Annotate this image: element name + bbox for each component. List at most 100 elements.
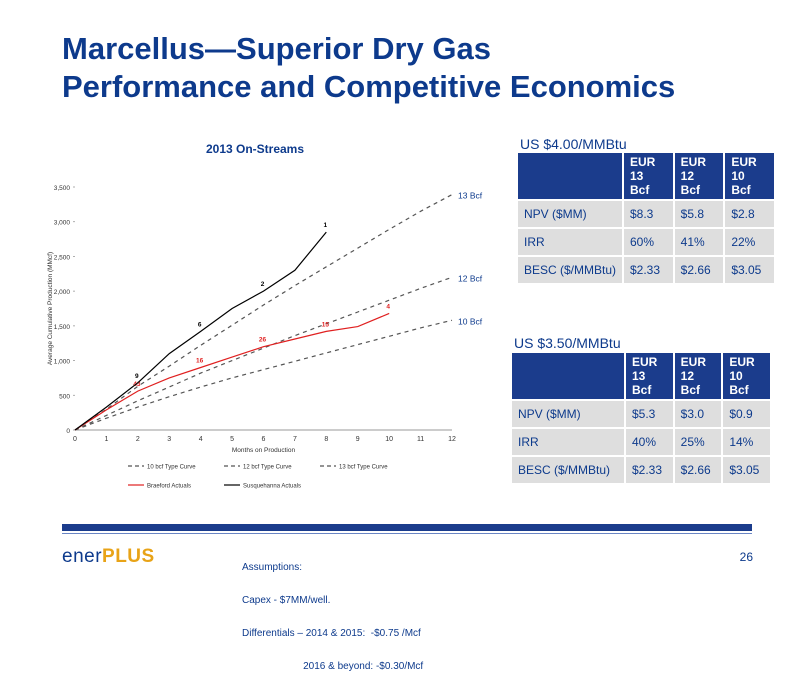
header-line: EUR (680, 155, 706, 169)
footer-divider-thin (62, 533, 752, 534)
page-number: 26 (739, 550, 753, 564)
legend-label: Braeford Actuals (147, 484, 191, 490)
logo-text-ener: ener (62, 546, 103, 567)
x-tick-label: 3 (167, 436, 171, 443)
header-eur-13: EUR 13 Bcf (626, 353, 673, 399)
footer-divider (62, 524, 752, 531)
data-point-label: 1 (324, 222, 328, 229)
header-line: 10 (729, 369, 743, 383)
table-cell: 22% (725, 229, 774, 255)
table-cell: 40% (626, 429, 673, 455)
y-tick-label: 0 (66, 428, 70, 435)
x-tick-label: 5 (230, 436, 234, 443)
assumptions-line: Assumptions: (242, 562, 303, 573)
x-tick-label: 1 (104, 436, 108, 443)
table-corner-cell (512, 353, 624, 399)
header-line: EUR (632, 355, 658, 369)
table-cell: $2.66 (674, 457, 722, 483)
assumptions-line: Differentials – 2014 & 2015: -$0.75 /Mcf (242, 628, 421, 639)
table-row: NPV ($MM) $5.3 $3.0 $0.9 (512, 401, 770, 427)
header-line: EUR (680, 355, 706, 369)
enerplus-logo: enerPLUS (62, 546, 155, 568)
assumptions-line: 2016 & beyond: -$0.30/Mcf (242, 661, 424, 672)
header-line: Bcf (680, 183, 700, 197)
header-line: Bcf (680, 383, 700, 397)
table-cell: 41% (674, 229, 724, 255)
header-line: 12 (680, 169, 695, 183)
curve-end-label: 10 Bcf (458, 316, 483, 326)
legend-label: 10 bcf Type Curve (147, 465, 196, 471)
row-label-npv: NPV ($MM) (512, 401, 624, 427)
series-line-13-bcf-type-curve (74, 194, 453, 431)
x-tick-label: 7 (293, 436, 297, 443)
y-tick-label: 1,000 (54, 359, 71, 366)
table-cell: $2.8 (725, 201, 774, 227)
data-point-label: 9 (135, 373, 139, 380)
header-eur-10: EUR 10 Bcf (723, 353, 770, 399)
table-cell: $5.3 (626, 401, 673, 427)
table-row: IRR 40% 25% 14% (512, 429, 770, 455)
legend-label: 12 bcf Type Curve (243, 465, 292, 471)
x-tick-label: 2 (136, 436, 140, 443)
series-line-susquehanna-actuals (74, 231, 327, 431)
y-tick-label: 1,500 (54, 324, 71, 331)
legend-label: Susquehanna Actuals (243, 484, 301, 490)
table-row: IRR 60% 41% 22% (518, 229, 774, 255)
data-point-label: 4 (386, 303, 390, 310)
header-line: 13 (632, 369, 646, 383)
table-corner-cell (518, 153, 622, 199)
row-label-irr: IRR (518, 229, 622, 255)
assumptions-note: Assumptions: Capex - $7MM/well. Differen… (242, 540, 423, 683)
economics-table-3-50: EUR 13 Bcf EUR 12 Bcf EUR 10 Bcf NPV ($M… (510, 351, 772, 485)
header-line: Bcf (731, 183, 751, 197)
data-point-label: 15 (322, 321, 330, 328)
assumptions-line: Capex - $7MM/well. (242, 595, 331, 606)
table-row: BESC ($/MMBtu) $2.33 $2.66 $3.05 (518, 257, 774, 283)
y-axis-label: Average Cumulative Production (MMcf) (47, 252, 54, 365)
economics-table-4-00: EUR 13 Bcf EUR 12 Bcf EUR 10 Bcf NPV ($M… (516, 151, 776, 285)
header-eur-12: EUR 12 Bcf (674, 353, 722, 399)
table-cell: $8.3 (624, 201, 673, 227)
table-cell: $0.9 (723, 401, 770, 427)
x-axis-label: Months on Production (232, 447, 296, 454)
x-tick-label: 4 (199, 436, 203, 443)
legend-label: 13 bcf Type Curve (339, 465, 388, 471)
series-line-10-bcf-type-curve (74, 319, 453, 431)
x-tick-label: 12 (448, 436, 456, 443)
x-tick-label: 0 (73, 436, 77, 443)
table-cell: 60% (624, 229, 673, 255)
table-row: BESC ($/MMBtu) $2.33 $2.66 $3.05 (512, 457, 770, 483)
data-point-label: 2 (261, 281, 265, 288)
header-eur-10: EUR 10 Bcf (725, 153, 774, 199)
row-label-npv: NPV ($MM) (518, 201, 622, 227)
table-cell: 14% (723, 429, 770, 455)
data-point-label: 26 (259, 337, 267, 344)
x-tick-label: 8 (324, 436, 328, 443)
slide-title-line2: Performance and Competitive Economics (62, 69, 676, 104)
table-header-row: EUR 13 Bcf EUR 12 Bcf EUR 10 Bcf (512, 353, 770, 399)
table-row: NPV ($MM) $8.3 $5.8 $2.8 (518, 201, 774, 227)
x-tick-label: 9 (356, 436, 360, 443)
table-header-row: EUR 13 Bcf EUR 12 Bcf EUR 10 Bcf (518, 153, 774, 199)
table-cell: $3.0 (674, 401, 722, 427)
y-tick-label: 2,000 (54, 289, 71, 296)
cumulative-production-chart: 2013 On-Streams 0 500 1,000 1,500 2,000 2,500 3… (47, 142, 483, 490)
table2-price-label: US $3.50/MMBtu (514, 335, 621, 351)
header-line: 10 (731, 169, 745, 183)
header-line: Bcf (729, 383, 749, 397)
logo-text-plus: PLUS (102, 546, 155, 567)
table-cell: $3.05 (723, 457, 770, 483)
row-label-irr: IRR (512, 429, 624, 455)
header-line: EUR (729, 355, 755, 369)
data-point-label: 6 (198, 321, 202, 328)
chart-title: 2013 On-Streams (206, 142, 304, 156)
y-tick-label: 500 (59, 393, 70, 400)
y-tick-label: 3,500 (54, 185, 71, 192)
data-point-label: 16 (196, 358, 204, 365)
slide-title-line1: Marcellus—Superior Dry Gas (62, 31, 491, 66)
header-line: 13 (630, 169, 644, 183)
table-cell: $2.33 (626, 457, 673, 483)
curve-end-label: 12 Bcf (458, 273, 483, 283)
table1-price-label: US $4.00/MMBtu (520, 136, 627, 152)
table-cell: 25% (674, 429, 722, 455)
